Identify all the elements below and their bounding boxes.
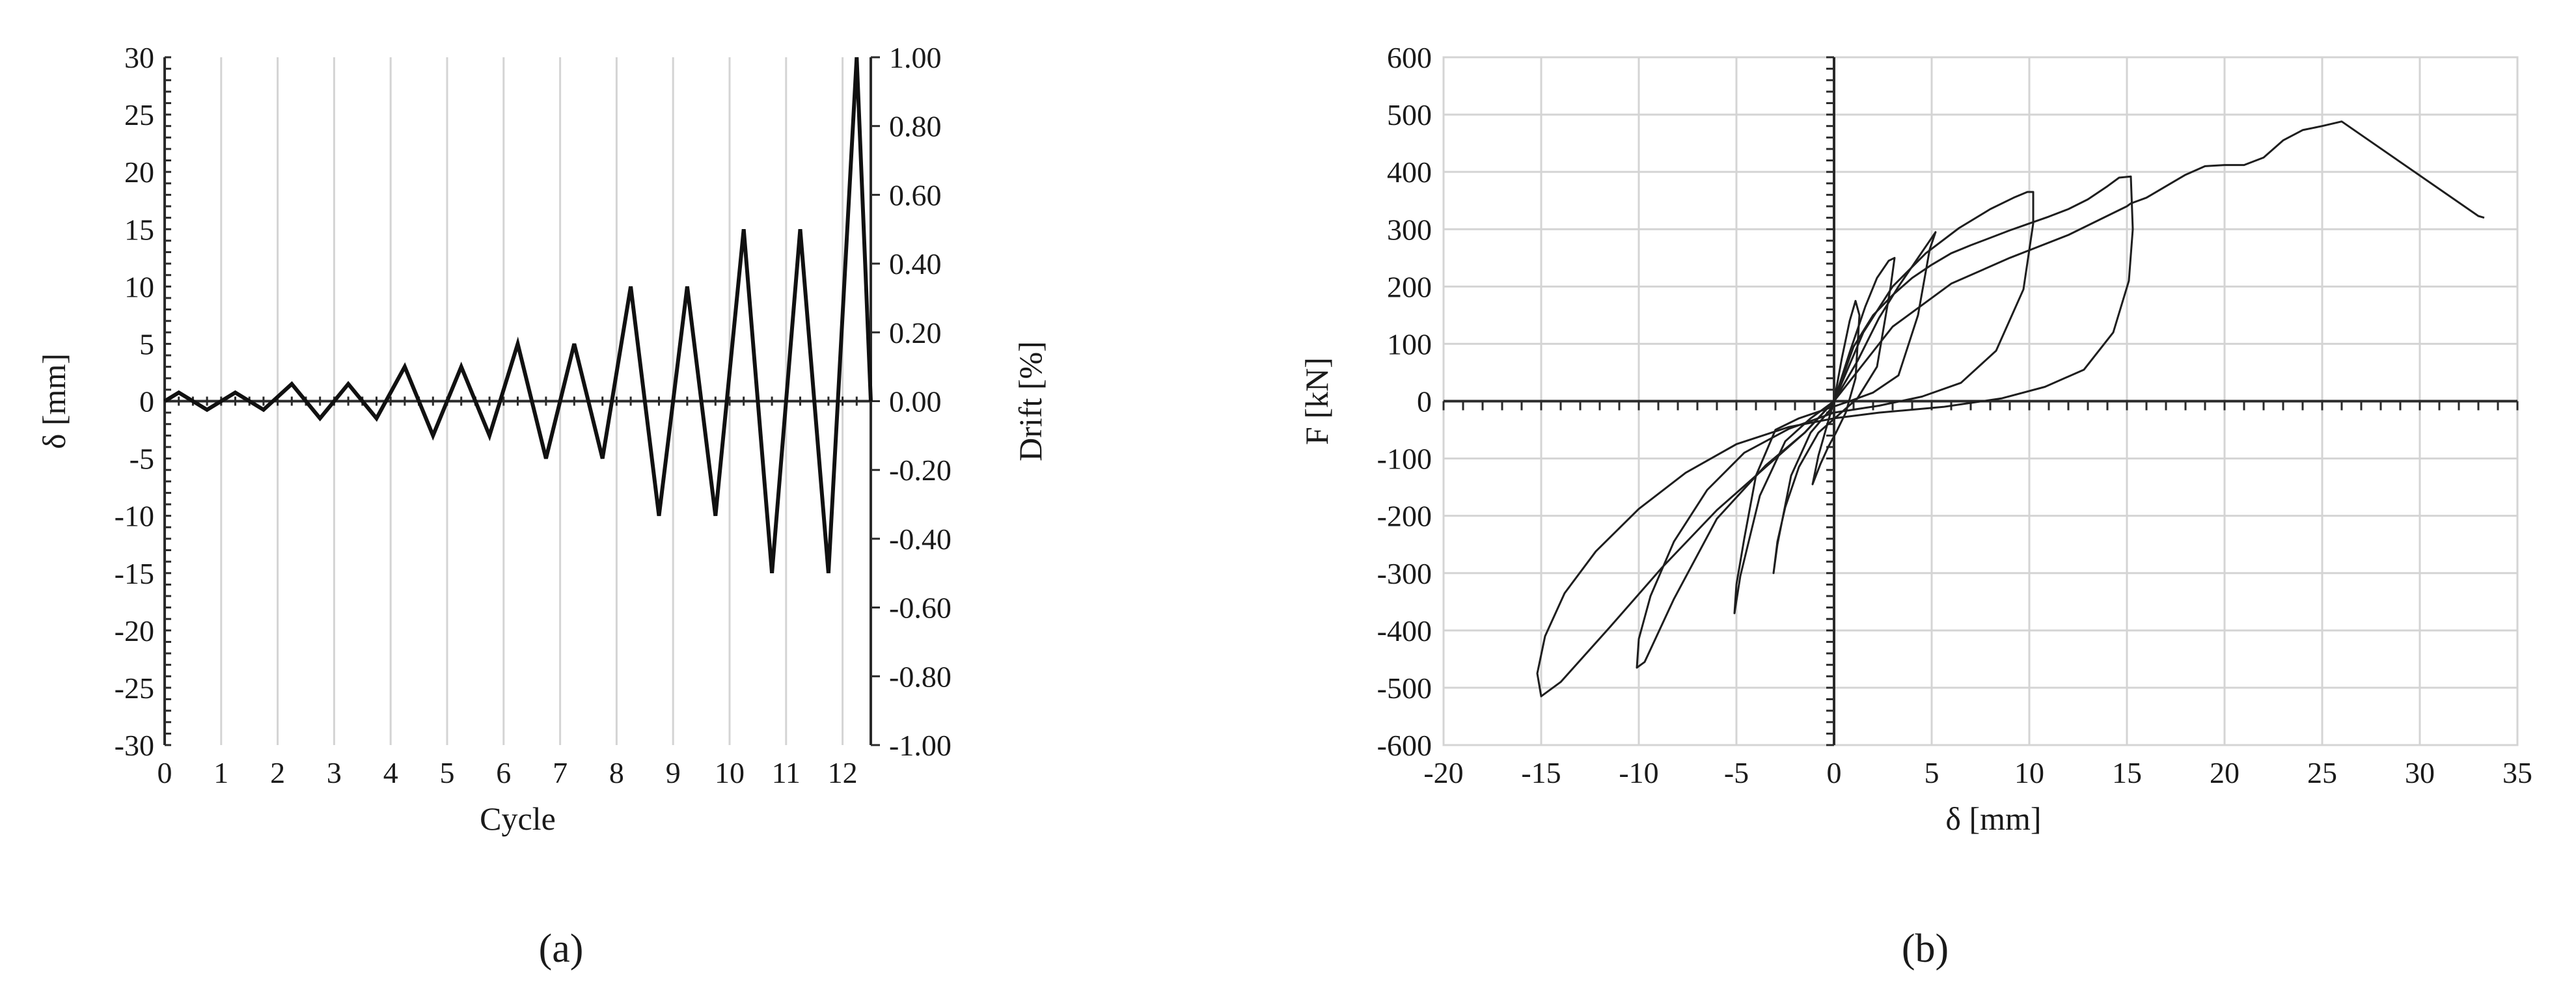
panel-label-a: (a) [539, 927, 584, 971]
x-tick-label: 15 [2112, 756, 2142, 789]
y-tick-label: -300 [1377, 557, 1432, 590]
y-tick-label: 100 [1387, 327, 1432, 360]
y-tick-label: 200 [1387, 270, 1432, 303]
y-tick-label: 600 [1387, 41, 1432, 74]
y-tick-label: 30 [124, 41, 154, 74]
y-tick-label: -500 [1377, 672, 1432, 705]
y-tick-label: -200 [1377, 500, 1432, 533]
x-tick-label: 5 [440, 756, 455, 789]
y-tick-label: 300 [1387, 213, 1432, 246]
hysteresis-loop-3 [1733, 231, 1937, 614]
y-tick-label: -600 [1377, 729, 1432, 762]
y-axis-label: F [kN] [1298, 357, 1335, 445]
y2-tick-label: 0.40 [889, 247, 942, 280]
x-tick-label: 0 [1827, 756, 1842, 789]
y-tick-label: -400 [1377, 614, 1432, 647]
y-tick-label: 10 [124, 270, 154, 303]
chart-a: -1.00 -0.80 -0.60 -0.40 -0.20 0.00 0.20 0.40 0.6… [36, 41, 1048, 971]
hysteresis-loop-6 [1833, 120, 2485, 402]
series-line-drift-history [163, 57, 873, 574]
y2-axis-label: Drift [%] [1012, 341, 1048, 461]
x-tick-label: 20 [2210, 756, 2240, 789]
x-tick-label: -5 [1724, 756, 1749, 789]
chart-b: -600-500-400-300-200-1000100200300400500… [1298, 41, 2532, 971]
x-tick-label: 35 [2502, 756, 2532, 789]
y2-tick-label: -0.20 [889, 454, 952, 487]
x-tick-label: 10 [2014, 756, 2044, 789]
x-tick-label: 8 [609, 756, 624, 789]
y-tick-label: -15 [115, 557, 154, 590]
y2-tick-label: -0.40 [889, 523, 952, 556]
x-tick-label: 4 [383, 756, 398, 789]
y2-tick-label: -1.00 [889, 729, 952, 762]
y-tick-label: 0 [1417, 385, 1432, 418]
y2-tick-label: 1.00 [889, 41, 942, 74]
y-tick-label: 15 [124, 213, 154, 246]
hysteresis-loop-5 [1536, 175, 2134, 698]
y-tick-label: -5 [130, 442, 154, 476]
x-tick-label: 10 [715, 756, 745, 789]
x-axis-label: δ [mm] [1945, 800, 2041, 837]
x-tick-label: 6 [496, 756, 511, 789]
x-tick-label: 11 [772, 756, 801, 789]
y-tick-label: -20 [115, 614, 154, 647]
y-tick-label: 5 [139, 327, 154, 360]
y2-tick-label: -0.80 [889, 660, 952, 693]
x-tick-label: 0 [158, 756, 172, 789]
y2-tick-label: 0.80 [889, 110, 942, 143]
x-tick-label: 30 [2405, 756, 2435, 789]
x-tick-label: -15 [1521, 756, 1561, 789]
y-tick-label: 500 [1387, 98, 1432, 131]
panel-label-b: (b) [1902, 927, 1949, 971]
x-tick-label: 2 [270, 756, 285, 789]
y-tick-label: 25 [124, 98, 154, 131]
x-tick-label: 3 [327, 756, 342, 789]
hysteresis-loop-1 [1811, 299, 1861, 485]
y2-tick-label: 0.20 [889, 316, 942, 349]
x-tick-label: 9 [666, 756, 681, 789]
y-axis-label: δ [mm] [36, 353, 72, 449]
y-tick-label: -30 [115, 729, 154, 762]
y2-tick-label: -0.60 [889, 591, 952, 625]
x-tick-label: -10 [1619, 756, 1658, 789]
x-axis-label: Cycle [480, 800, 556, 837]
x-tick-label: -20 [1423, 756, 1463, 789]
x-tick-label: 5 [1925, 756, 1939, 789]
y-tick-label: -100 [1377, 442, 1432, 476]
y2-tick-label: 0.00 [889, 385, 942, 418]
y-tick-label: -25 [115, 672, 154, 705]
hysteresis-loop-4 [1636, 191, 2035, 669]
x-tick-label: 12 [828, 756, 858, 789]
hysteresis-loop-2 [1772, 256, 1896, 575]
y-tick-label: 400 [1387, 156, 1432, 189]
x-tick-label: 1 [213, 756, 228, 789]
x-tick-label: 7 [553, 756, 568, 789]
y-tick-label: 0 [139, 385, 154, 418]
y-tick-label: 20 [124, 156, 154, 189]
y-tick-label: -10 [115, 500, 154, 533]
y2-tick-label: 0.60 [889, 178, 942, 211]
x-tick-label: 25 [2307, 756, 2337, 789]
